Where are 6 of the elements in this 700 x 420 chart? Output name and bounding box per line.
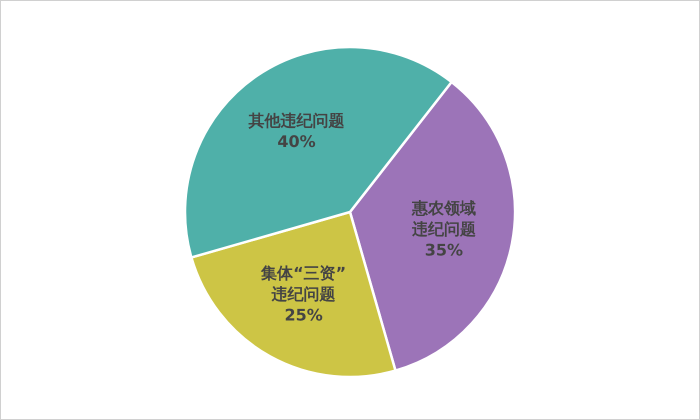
slice-label: 惠农领域违纪问题 [410, 198, 476, 239]
data-label: 25% [284, 306, 323, 326]
data-label: 40% [277, 132, 316, 152]
data-label: 35% [424, 240, 464, 260]
slice-label: 集体“三资”违纪问题 [260, 264, 346, 304]
slice-label: 其他违纪问题 [247, 112, 344, 131]
